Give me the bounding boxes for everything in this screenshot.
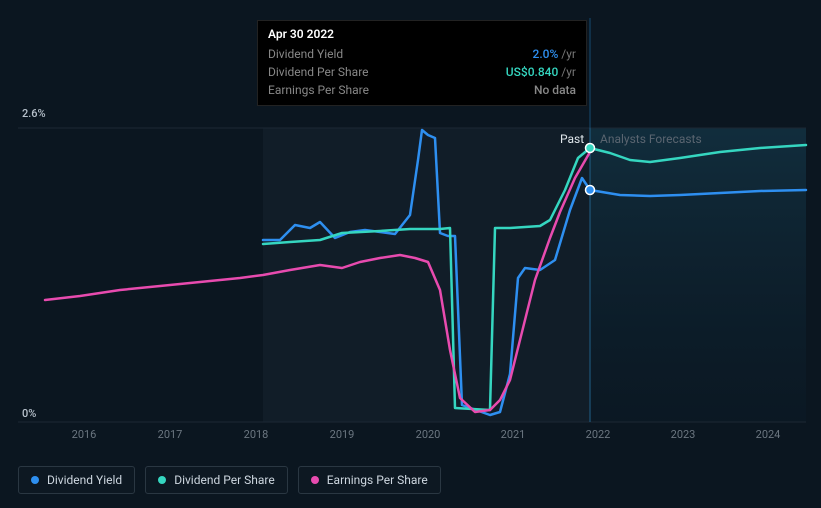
legend-dot-icon (311, 476, 319, 484)
forecast-label: Analysts Forecasts (600, 132, 702, 146)
legend-item[interactable]: Dividend Yield (18, 466, 135, 494)
tooltip-row-value: US$0.840 /yr (506, 63, 576, 81)
y-axis-label: 0% (22, 407, 36, 420)
legend-label: Dividend Per Share (174, 473, 275, 487)
x-axis-label: 2019 (330, 428, 355, 441)
tooltip-row-value: No data (534, 81, 576, 99)
tooltip-row-label: Earnings Per Share (268, 81, 369, 99)
dividend-chart: Apr 30 2022 Dividend Yield2.0% /yrDivide… (0, 0, 821, 508)
chart-legend: Dividend Yield Dividend Per Share Earnings… (18, 466, 441, 494)
tooltip-row: Dividend Yield 2.0% /yr (268, 45, 576, 63)
tooltip-row-value: 2.0% /yr (533, 45, 576, 63)
legend-label: Earnings Per Share (327, 473, 428, 487)
x-axis-label: 2023 (671, 428, 696, 441)
tooltip-row-label: Dividend Yield (268, 45, 343, 63)
x-axis-labels: 2016 2017 2018 2019 2020 2021 2022 2023 2024 (0, 428, 821, 448)
x-axis-label: 2017 (158, 428, 183, 441)
tooltip-row: Dividend Per Share US$0.840 /yr (268, 63, 576, 81)
x-axis-label: 2024 (756, 428, 781, 441)
x-axis-label: 2022 (586, 428, 611, 441)
x-axis-label: 2018 (244, 428, 269, 441)
tooltip-row-label: Dividend Per Share (268, 63, 369, 81)
y-axis-label: 2.6% (22, 107, 46, 120)
legend-dot-icon (31, 476, 39, 484)
chart-tooltip: Apr 30 2022 Dividend Yield2.0% /yrDivide… (257, 20, 587, 106)
past-label: Past (560, 132, 584, 146)
tooltip-row: Earnings Per Share No data (268, 81, 576, 99)
legend-dot-icon (158, 476, 166, 484)
legend-label: Dividend Yield (47, 473, 122, 487)
legend-item[interactable]: Earnings Per Share (298, 466, 441, 494)
tooltip-date: Apr 30 2022 (268, 27, 576, 41)
x-axis-label: 2016 (72, 428, 97, 441)
legend-item[interactable]: Dividend Per Share (145, 466, 288, 494)
x-axis-label: 2020 (416, 428, 441, 441)
x-axis-label: 2021 (501, 428, 526, 441)
